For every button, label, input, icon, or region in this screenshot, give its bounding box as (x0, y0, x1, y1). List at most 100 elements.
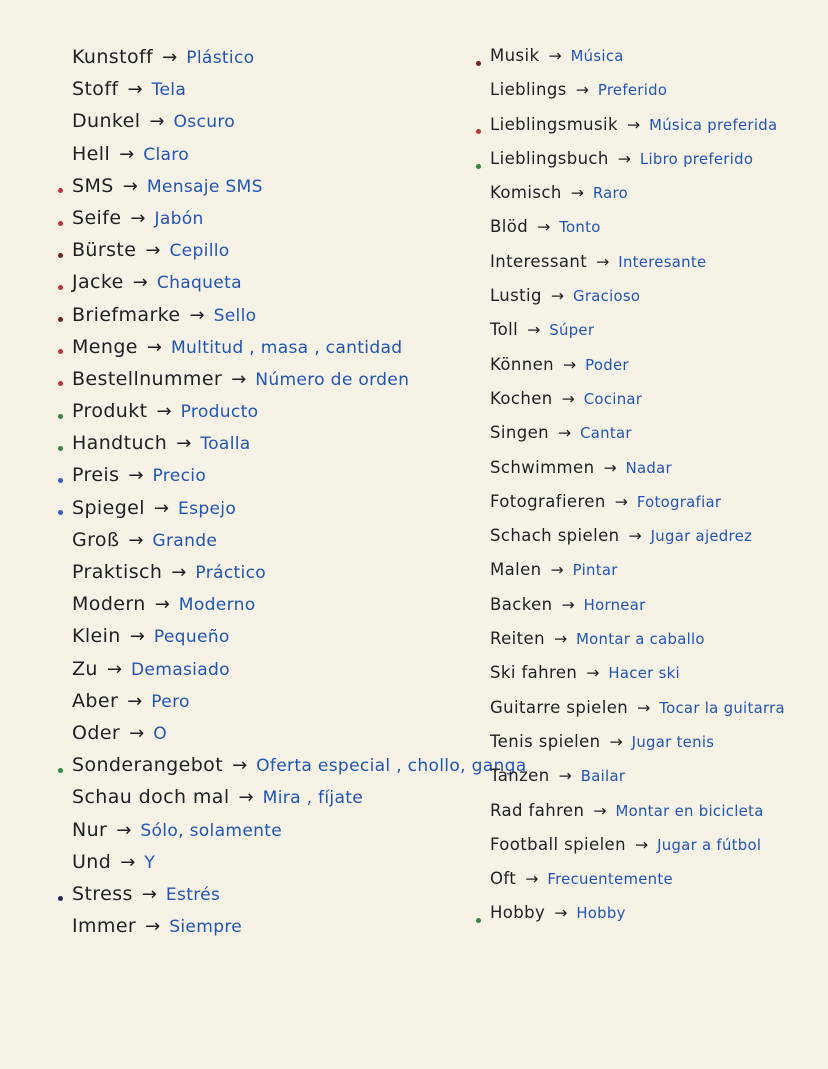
arrow-icon: → (609, 731, 623, 751)
arrow-icon: → (527, 320, 541, 340)
vocab-row: Schach spielen → Jugar ajedrez (476, 526, 826, 560)
bullet-dot (58, 510, 63, 516)
arrow-icon: → (145, 916, 161, 938)
spanish-term: Plástico (186, 48, 255, 68)
spanish-term: Nadar (625, 458, 672, 477)
vocab-row: Preis → Precio (58, 464, 462, 496)
vocab-row: Musik → Música (476, 46, 826, 80)
german-term: Rad fahren (490, 800, 585, 820)
spanish-term: Sólo, solamente (140, 820, 283, 841)
arrow-icon: → (561, 594, 575, 614)
german-term: Können (490, 354, 555, 374)
german-term: Hell (72, 142, 111, 165)
spanish-term: Música (570, 47, 624, 65)
bullet-dot (476, 163, 481, 169)
spanish-term: Espejo (178, 498, 237, 519)
bullet-dot (58, 317, 63, 323)
german-term: Schwimmen (490, 457, 595, 477)
vocab-row: Nur → Sólo, solamente (58, 819, 462, 851)
vocab-row: Zu → Demasiado (58, 658, 462, 690)
vocab-row: Stress → Estrés (58, 883, 462, 915)
spanish-term: Fotografiar (636, 492, 722, 511)
german-term: Bürste (72, 239, 137, 262)
spanish-term: Sello (213, 305, 257, 326)
german-term: Immer (72, 915, 137, 938)
german-term: Lieblingsbuch (490, 148, 609, 168)
german-term: Oft (490, 869, 517, 889)
bullet-dot (58, 381, 63, 387)
spanish-term: Libro preferido (639, 149, 754, 168)
german-term: Lustig (490, 286, 542, 306)
german-term: Preis (72, 464, 120, 487)
vocab-row: Kunstoff → Plástico (58, 46, 462, 78)
german-term: Stoff (72, 78, 119, 101)
german-term: Groß (72, 528, 120, 551)
german-term: Oder (72, 721, 121, 744)
vocab-row: Produkt → Producto (58, 400, 462, 432)
arrow-icon: → (127, 690, 143, 712)
german-term: Spiegel (72, 496, 145, 519)
vocab-row: Kochen → Cocinar (476, 389, 826, 423)
arrow-icon: → (553, 629, 568, 649)
arrow-icon: → (106, 658, 122, 680)
german-term: Praktisch (72, 561, 163, 583)
german-term: Musik (490, 46, 540, 65)
vocab-row: Aber → Pero (58, 690, 462, 722)
arrow-icon: → (637, 697, 651, 717)
spanish-term: Pequeño (153, 627, 230, 648)
arrow-icon: → (145, 240, 161, 262)
spanish-term: Jugar a fútbol (657, 835, 762, 854)
vocab-row: Lieblings → Preferido (476, 80, 826, 114)
german-term: Guitarre spielen (490, 697, 629, 717)
vocab-row: Groß → Grande (58, 529, 462, 561)
arrow-icon: → (561, 388, 575, 408)
bullet-dot (58, 284, 63, 290)
spanish-term: Cepillo (169, 241, 230, 262)
spanish-term: Chaqueta (156, 273, 242, 294)
spanish-term: Música preferida (649, 115, 778, 134)
vocab-row: Singen → Cantar (476, 423, 826, 457)
german-term: Menge (72, 335, 138, 358)
german-term: Kochen (490, 388, 553, 408)
spanish-term: O (153, 723, 167, 744)
arrow-icon: → (128, 465, 144, 487)
german-term: Football spielen (490, 834, 626, 854)
spanish-term: Frecuentemente (547, 870, 673, 889)
arrow-icon: → (116, 819, 132, 841)
arrow-icon: → (558, 766, 572, 786)
spanish-term: Hobby (576, 904, 626, 923)
vocab-row: Interessant → Interesante (476, 252, 826, 286)
spanish-term: Bailar (580, 767, 626, 786)
arrow-icon: → (537, 217, 551, 237)
bullet-dot (58, 445, 63, 451)
spanish-term: Gracioso (573, 287, 641, 306)
spanish-term: Mensaje SMS (146, 176, 263, 197)
german-term: Zu (72, 657, 98, 680)
vocab-row: Bestellnummer → Número de orden (58, 368, 462, 400)
spanish-term: Raro (592, 184, 628, 203)
german-term: Dunkel (72, 110, 141, 133)
vocab-row: Klein → Pequeño (58, 625, 462, 657)
vocab-row: Hell → Claro (58, 143, 462, 175)
vocab-row: Toll → Súper (476, 320, 826, 354)
spanish-term: Interesante (618, 252, 707, 271)
german-term: Aber (72, 689, 119, 712)
vocab-row: Rad fahren → Montar en bicicleta (476, 801, 826, 835)
vocab-row: Backen → Hornear (476, 595, 826, 629)
german-term: Und (72, 850, 112, 873)
arrow-icon: → (162, 47, 178, 68)
vocab-row: Und → Y (58, 851, 462, 883)
arrow-icon: → (626, 114, 641, 134)
arrow-icon: → (122, 175, 138, 197)
arrow-icon: → (149, 111, 165, 133)
spanish-term: Precio (152, 466, 207, 487)
vocab-row: Fotografieren → Fotografiar (476, 492, 826, 526)
vocab-row: Blöd → Tonto (476, 217, 826, 251)
vocab-row: Schwimmen → Nadar (476, 458, 826, 492)
spanish-term: Claro (143, 144, 190, 165)
vocab-row: Oft → Frecuentemente (476, 869, 826, 903)
german-term: Toll (490, 320, 519, 340)
vocab-row: Hobby → Hobby (476, 903, 826, 937)
spanish-term: Práctico (195, 563, 267, 583)
german-term: Hobby (490, 903, 546, 923)
